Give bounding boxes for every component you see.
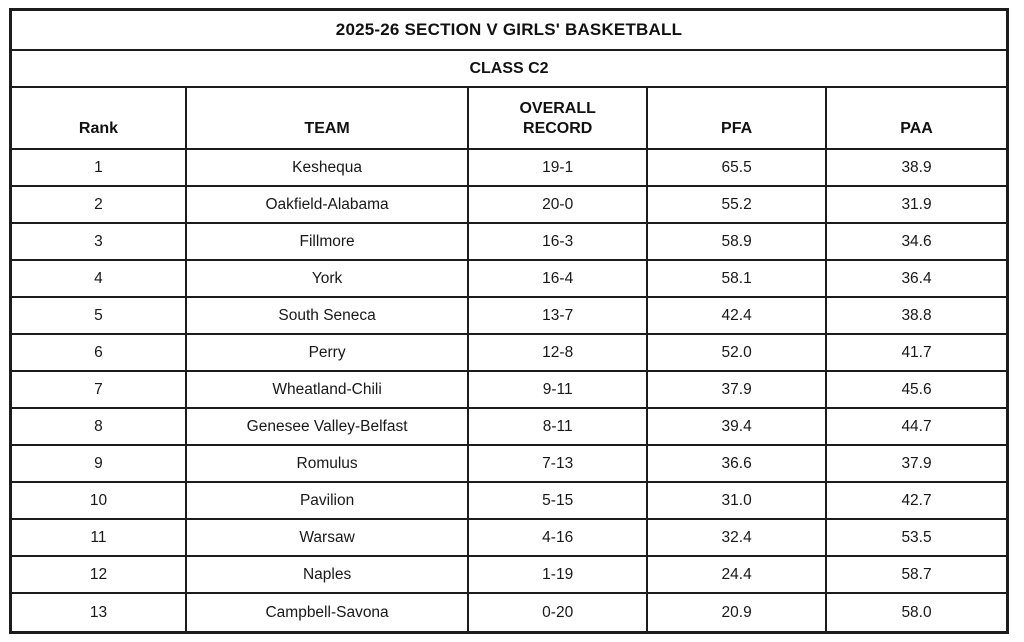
column-header-overall-record: OVERALL RECORD [469,88,649,148]
pfa-cell: 20.9 [648,594,828,631]
paa-cell: 44.7 [901,417,932,435]
table-subtitle-row: CLASS C2 [12,51,1006,88]
table-row: 11 Warsaw 4-16 32.4 53.5 [12,520,1006,557]
standings-table: 2025-26 SECTION V GIRLS' BASKETBALL CLAS… [9,8,1009,634]
rank-cell: 10 [12,483,187,518]
rank-cell: 2 [12,187,187,222]
table-header-row: Rank TEAM OVERALL RECORD PFA PAA [12,88,1006,150]
pfa-cell: 24.4 [648,557,828,592]
table-row: 8 Genesee Valley-Belfast 8-11 39.4 44.7 [12,409,1006,446]
paa-cell: 34.6 [901,232,932,250]
rank-cell: 1 [12,150,187,185]
record-cell: 16-3 [469,224,649,259]
table-row: 10 Pavilion 5-15 31.0 42.7 [12,483,1006,520]
team-cell: York [187,261,470,296]
pfa-cell: 55.2 [648,187,828,222]
table-row: 12 Naples 1-19 24.4 58.7 [12,557,1006,594]
record-cell: 12-8 [469,335,649,370]
rank-cell: 4 [12,261,187,296]
pfa-cell: 39.4 [648,409,828,444]
pfa-cell: 65.5 [648,150,828,185]
paa-cell: 53.5 [901,528,932,546]
record-cell: 7-13 [469,446,649,481]
record-cell: 13-7 [469,298,649,333]
team-cell: Pavilion [187,483,470,518]
paa-cell: 31.9 [901,195,932,213]
rank-cell: 6 [12,335,187,370]
team-cell: Wheatland-Chili [187,372,470,407]
rank-cell: 8 [12,409,187,444]
record-cell: 8-11 [469,409,649,444]
team-cell: Fillmore [187,224,470,259]
team-cell: Naples [187,557,470,592]
table-title: 2025-26 SECTION V GIRLS' BASKETBALL [335,20,683,39]
rank-cell: 11 [12,520,187,555]
rank-cell: 12 [12,557,187,592]
table-row: 3 Fillmore 16-3 58.9 34.6 [12,224,1006,261]
team-cell: Keshequa [187,150,470,185]
table-row: 2 Oakfield-Alabama 20-0 55.2 31.9 [12,187,1006,224]
record-cell: 4-16 [469,520,649,555]
paa-cell: 58.7 [901,565,932,583]
rank-cell: 5 [12,298,187,333]
record-cell: 5-15 [469,483,649,518]
team-cell: Genesee Valley-Belfast [187,409,470,444]
team-cell: Romulus [187,446,470,481]
column-header-team: TEAM [187,88,470,148]
table-row: 6 Perry 12-8 52.0 41.7 [12,335,1006,372]
rank-cell: 7 [12,372,187,407]
pfa-cell: 36.6 [648,446,828,481]
table-row: 1 Keshequa 19-1 65.5 38.9 [12,150,1006,187]
pfa-cell: 32.4 [648,520,828,555]
pfa-cell: 31.0 [648,483,828,518]
team-cell: Warsaw [187,520,470,555]
column-header-pfa: PFA [648,88,828,148]
record-cell: 19-1 [469,150,649,185]
column-header-rank: Rank [12,88,187,148]
table-row: 13 Campbell-Savona 0-20 20.9 58.0 [12,594,1006,631]
team-cell: South Seneca [187,298,470,333]
paa-cell: 37.9 [901,454,932,472]
column-header-paa: PAA [900,120,933,137]
rank-cell: 3 [12,224,187,259]
table-row: 4 York 16-4 58.1 36.4 [12,261,1006,298]
pfa-cell: 37.9 [648,372,828,407]
paa-cell: 58.0 [901,603,932,621]
table-row: 9 Romulus 7-13 36.6 37.9 [12,446,1006,483]
paa-cell: 41.7 [901,343,932,361]
record-cell: 1-19 [469,557,649,592]
table-row: 5 South Seneca 13-7 42.4 38.8 [12,298,1006,335]
table-row: 7 Wheatland-Chili 9-11 37.9 45.6 [12,372,1006,409]
rank-cell: 13 [12,594,187,631]
class-label: CLASS C2 [469,59,549,77]
record-cell: 20-0 [469,187,649,222]
table-title-row: 2025-26 SECTION V GIRLS' BASKETBALL [12,11,1006,51]
paa-cell: 38.9 [901,158,932,176]
table-body: 1 Keshequa 19-1 65.5 38.9 2 Oakfield-Ala… [12,150,1006,631]
paa-cell: 42.7 [901,491,932,509]
team-cell: Campbell-Savona [187,594,470,631]
record-cell: 0-20 [469,594,649,631]
paa-cell: 36.4 [901,269,932,287]
record-cell: 9-11 [469,372,649,407]
paa-cell: 38.8 [901,306,932,324]
rank-cell: 9 [12,446,187,481]
record-cell: 16-4 [469,261,649,296]
team-cell: Oakfield-Alabama [187,187,470,222]
pfa-cell: 52.0 [648,335,828,370]
pfa-cell: 58.1 [648,261,828,296]
pfa-cell: 42.4 [648,298,828,333]
paa-cell: 45.6 [901,380,932,398]
pfa-cell: 58.9 [648,224,828,259]
team-cell: Perry [187,335,470,370]
